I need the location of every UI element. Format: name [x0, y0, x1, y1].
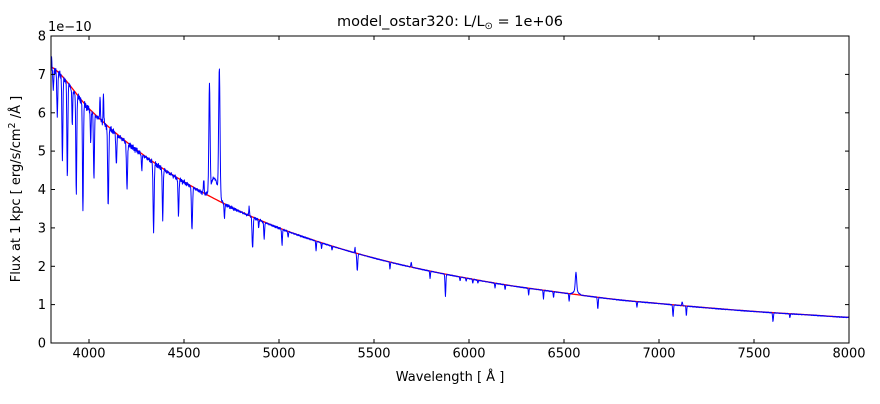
y-axis-offset-text: 1e−10 — [48, 20, 92, 35]
y-tick-label: 7 — [38, 68, 46, 83]
x-tick-label: 7000 — [642, 347, 675, 362]
y-tick-label: 0 — [38, 337, 46, 352]
x-tick-label: 7500 — [737, 347, 770, 362]
continuum-fit-line — [51, 66, 849, 318]
y-tick-label: 1 — [38, 298, 46, 313]
y-axis-label: Flux at 1 kpc [ erg/s/cm2 /Å ] — [7, 96, 24, 282]
y-axis-label-sup: 2 — [7, 122, 18, 128]
plot-title-value: = 1e+06 — [493, 14, 563, 30]
x-tick-label: 6000 — [452, 347, 485, 362]
y-axis-label-main: Flux at 1 kpc [ erg/s/cm — [9, 128, 24, 282]
x-tick-label: 5500 — [357, 347, 390, 362]
y-tick-label: 4 — [38, 183, 46, 198]
x-tick-label: 4500 — [167, 347, 200, 362]
x-tick-label: 5000 — [262, 347, 295, 362]
y-tick-label: 8 — [38, 30, 46, 45]
y-tick-label: 5 — [38, 145, 46, 160]
y-tick-label: 6 — [38, 106, 46, 121]
axes-frame — [50, 35, 850, 344]
spectrum-line — [51, 56, 849, 322]
plot-title: model_ostar320: L/L⊙ = 1e+06 — [337, 14, 563, 32]
sun-symbol: ⊙ — [485, 21, 493, 32]
y-axis-label-unit: /Å ] — [8, 96, 24, 123]
x-tick-label: 6500 — [547, 347, 580, 362]
y-tick-label: 2 — [38, 260, 46, 275]
y-tick-label: 3 — [38, 221, 46, 236]
x-tick-label: 4000 — [72, 347, 105, 362]
x-axis-label: Wavelength [ Å ] — [396, 369, 505, 385]
plot-title-main: model_ostar320: L/L — [337, 14, 485, 30]
x-tick-label: 8000 — [832, 347, 865, 362]
